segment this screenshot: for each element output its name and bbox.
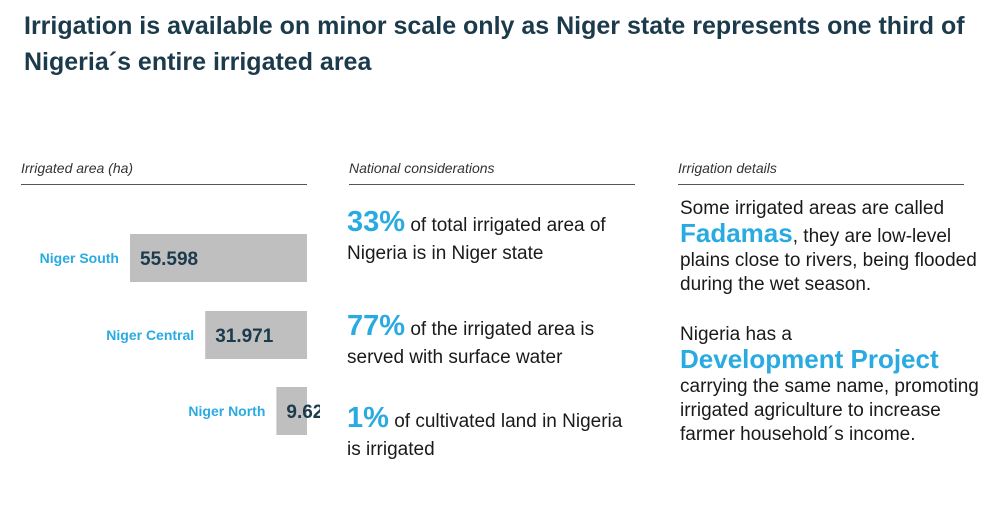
bar-value-label: 55.598 <box>140 249 198 270</box>
bar-niger-south <box>130 234 307 282</box>
bar-value-label: 31.971 <box>215 326 274 347</box>
bar-category-label: Niger South <box>40 250 119 266</box>
stat-surface-water-text: of the irrigated area is served with sur… <box>347 319 595 368</box>
detail-fadamas-intro: Some irrigated areas are called <box>680 198 945 219</box>
irrigated-area-bar-chart: 55.598 Niger South 31.971 Niger Central 9.62… <box>40 234 320 435</box>
bar-niger-north <box>276 387 307 435</box>
detail-development-project: Nigeria has a Development Project carryi… <box>680 323 980 447</box>
national-column-header: National considerations <box>349 160 635 185</box>
detail-fadamas-highlight: Fadamas <box>680 218 793 248</box>
detail-project-text: carrying the same name, promoting irriga… <box>680 376 979 445</box>
detail-fadamas: Some irrigated areas are called Fadamas,… <box>680 197 980 297</box>
page-title: Irrigation is available on minor scale o… <box>24 12 965 76</box>
stat-niger-share-text: of total irrigated area of Nigeria is in… <box>347 215 606 264</box>
bar-category-label: Niger Central <box>106 327 194 343</box>
stat-niger-share-percent: 33% <box>347 206 406 238</box>
stat-cultivated-land-percent: 1% <box>347 402 389 434</box>
bar-niger-central <box>205 311 307 359</box>
bar-category-label: Niger North <box>188 403 265 419</box>
stat-cultivated-land: 1% of cultivated land in Nigeria is irri… <box>347 404 637 464</box>
stat-surface-water: 77% of the irrigated area is served with… <box>347 312 637 372</box>
chart-column-header: Irrigated area (ha) <box>21 160 307 185</box>
stat-surface-water-percent: 77% <box>347 310 406 342</box>
stat-cultivated-land-text: of cultivated land in Nigeria is irrigat… <box>347 411 623 460</box>
detail-project-highlight: Development Project <box>680 344 939 374</box>
details-column-header: Irrigation details <box>678 160 964 185</box>
bar-value-label: 9.623 <box>286 402 320 423</box>
stat-niger-share: 33% of total irrigated area of Nigeria i… <box>347 208 637 268</box>
detail-project-intro: Nigeria has a <box>680 324 792 345</box>
detail-fadamas-text: , they are low-level plains close to riv… <box>680 226 977 295</box>
